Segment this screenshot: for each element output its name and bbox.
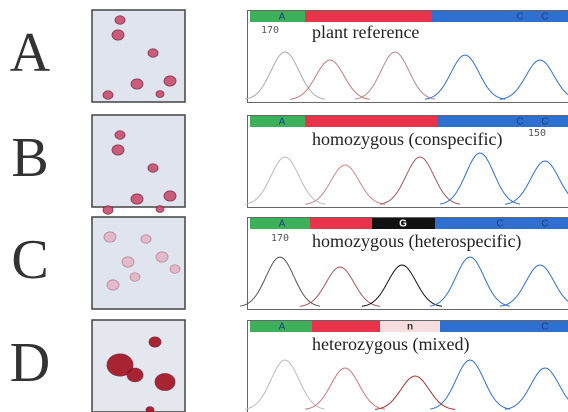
seed xyxy=(131,79,143,89)
seed xyxy=(103,206,113,215)
seed xyxy=(141,235,151,244)
base-bar xyxy=(312,321,380,332)
base-label: C xyxy=(541,12,548,23)
position-number: 170 xyxy=(271,233,289,244)
seed xyxy=(103,91,113,100)
seed xyxy=(130,273,140,282)
seed xyxy=(112,30,124,40)
caption: plant reference xyxy=(312,22,419,42)
base-label: G xyxy=(399,219,407,230)
position-number: 170 xyxy=(261,25,279,36)
seed xyxy=(104,232,116,242)
seed xyxy=(115,16,125,25)
seed xyxy=(156,206,164,213)
seed xyxy=(170,265,180,274)
base-label: A xyxy=(279,322,286,333)
photo xyxy=(92,320,185,412)
base-label: A xyxy=(279,117,286,128)
base-label: C xyxy=(541,117,548,128)
base-label: C xyxy=(516,12,523,23)
seed xyxy=(156,91,164,98)
base-bar xyxy=(440,321,568,332)
position-number: 150 xyxy=(528,128,546,139)
photo xyxy=(92,217,185,309)
base-label: C xyxy=(541,322,548,333)
seed xyxy=(156,252,168,262)
base-label: C xyxy=(541,219,548,230)
seed xyxy=(148,49,158,58)
caption: homozygous (heterospecific) xyxy=(312,231,521,252)
seed xyxy=(115,131,125,140)
figure: AACC170plant referenceBACC150homozygous … xyxy=(0,0,568,412)
seed xyxy=(127,368,143,382)
base-bar xyxy=(305,116,437,127)
seed xyxy=(164,76,176,86)
caption: heterozygous (mixed) xyxy=(312,334,469,355)
base-bar xyxy=(310,218,372,229)
base-label: C xyxy=(516,117,523,128)
seed xyxy=(148,164,158,173)
panel-letter: B xyxy=(11,127,48,189)
base-label: A xyxy=(279,12,286,23)
panel-letter: D xyxy=(10,332,50,394)
seed xyxy=(131,194,143,204)
seed xyxy=(112,145,124,155)
base-label: C xyxy=(496,219,503,230)
base-bar xyxy=(305,11,432,22)
seed xyxy=(164,191,176,201)
panel-letter: C xyxy=(11,229,48,291)
seed xyxy=(155,374,175,391)
base-bar xyxy=(250,11,305,22)
base-label: n xyxy=(407,322,413,333)
seed xyxy=(107,280,119,290)
panel-letter: A xyxy=(10,22,51,84)
seed xyxy=(122,257,134,267)
seed xyxy=(146,407,154,412)
base-label: A xyxy=(279,219,286,230)
caption: homozygous (conspecific) xyxy=(312,129,502,150)
seed xyxy=(149,337,161,347)
base-bar xyxy=(250,116,305,127)
